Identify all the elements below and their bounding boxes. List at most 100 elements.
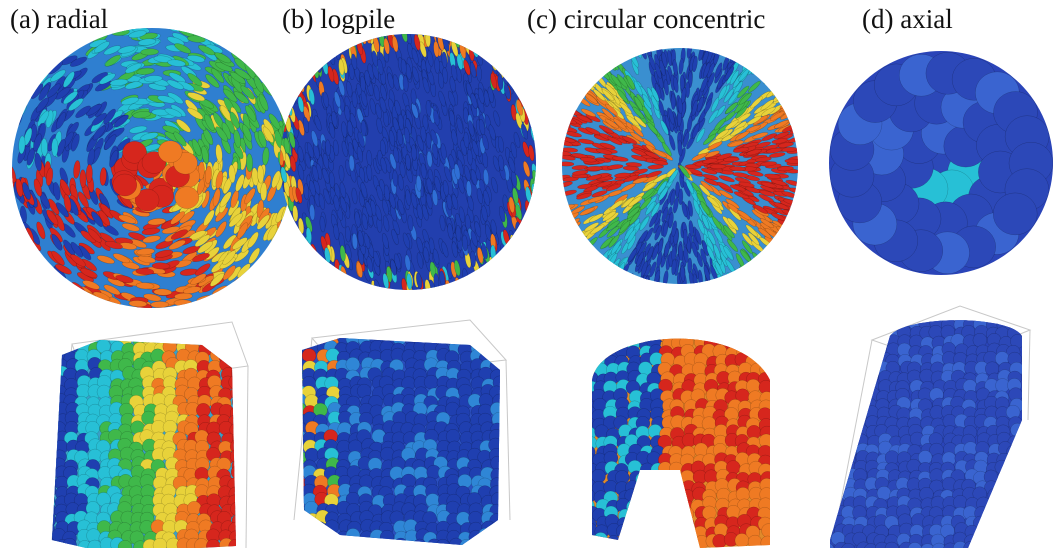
- particle: [613, 118, 627, 130]
- particle: [411, 144, 417, 161]
- particle: [832, 387, 847, 402]
- particle: [277, 63, 290, 79]
- particle: [410, 88, 417, 105]
- particle: [45, 325, 59, 339]
- particle: [642, 94, 652, 109]
- particle: [562, 230, 573, 241]
- particle: [52, 395, 59, 410]
- particle: [1009, 460, 1022, 476]
- particle: [47, 36, 63, 50]
- particle: [998, 525, 1014, 540]
- particle: [496, 258, 504, 275]
- particle: [506, 45, 513, 62]
- particle: [488, 521, 500, 536]
- particle: [586, 165, 603, 171]
- particle: [780, 83, 794, 96]
- particle: [830, 360, 837, 376]
- particle: [830, 423, 845, 439]
- particle: [562, 77, 574, 88]
- particle: [373, 250, 381, 267]
- particle: [673, 514, 688, 530]
- particle: [593, 532, 608, 547]
- particle: [487, 34, 495, 45]
- particle: [695, 229, 702, 245]
- particle: [584, 63, 597, 76]
- particle: [15, 43, 31, 57]
- particle: [984, 515, 999, 530]
- particle: [599, 268, 609, 284]
- particle: [164, 107, 183, 118]
- particle: [39, 30, 55, 44]
- particle: [305, 540, 321, 545]
- particle: [51, 250, 65, 266]
- particle: [622, 165, 640, 171]
- particle: [686, 115, 693, 133]
- particle: [253, 33, 268, 48]
- particle: [840, 320, 856, 323]
- particle: [994, 459, 1010, 475]
- particle: [773, 260, 787, 273]
- particle: [426, 177, 433, 194]
- particle: [334, 278, 341, 290]
- particle: [391, 229, 399, 245]
- particle: [162, 125, 181, 135]
- particle: [597, 50, 609, 65]
- particle: [97, 324, 111, 338]
- particle: [302, 522, 318, 538]
- particle: [785, 77, 798, 88]
- particle: [309, 204, 316, 221]
- particle: [91, 112, 107, 126]
- particle: [564, 63, 577, 76]
- particle: [606, 225, 620, 238]
- particle: [320, 267, 327, 284]
- particle: [213, 295, 233, 304]
- particle: [519, 258, 527, 275]
- particle: [572, 71, 586, 84]
- particle: [786, 228, 798, 240]
- particle: [55, 202, 69, 218]
- particle: [332, 272, 340, 289]
- particle: [292, 61, 299, 78]
- particle: [260, 274, 275, 290]
- particle: [12, 56, 19, 73]
- particle: [671, 318, 685, 332]
- particle: [730, 126, 745, 137]
- particle: [512, 248, 520, 265]
- particle: [844, 336, 859, 351]
- particle: [304, 152, 311, 169]
- particle: [151, 262, 171, 270]
- particle: [700, 76, 708, 93]
- particle: [381, 233, 389, 250]
- particle: [762, 249, 774, 263]
- particle: [638, 338, 654, 343]
- particle: [766, 147, 783, 154]
- particle: [275, 47, 292, 60]
- particle: [844, 344, 860, 360]
- particle: [292, 62, 299, 79]
- particle: [748, 338, 763, 340]
- particle: [770, 258, 782, 272]
- particle: [518, 34, 526, 43]
- particle: [705, 237, 715, 253]
- particle: [661, 532, 677, 548]
- particle: [12, 276, 21, 291]
- particle: [843, 405, 858, 420]
- particle: [610, 74, 622, 88]
- particle: [263, 299, 280, 308]
- particles-c-bottom: [592, 318, 770, 548]
- particle: [606, 48, 618, 56]
- particle: [157, 95, 176, 104]
- particle: [112, 253, 130, 264]
- particle: [470, 539, 486, 545]
- particle: [574, 249, 588, 262]
- particle: [787, 225, 798, 234]
- particle: [292, 39, 300, 56]
- particle: [661, 514, 677, 530]
- particle: [633, 80, 643, 96]
- particle: [483, 168, 490, 186]
- particle: [732, 147, 750, 153]
- particle: [491, 322, 505, 336]
- particle: [626, 229, 637, 244]
- particle: [32, 284, 47, 299]
- particle: [383, 184, 390, 202]
